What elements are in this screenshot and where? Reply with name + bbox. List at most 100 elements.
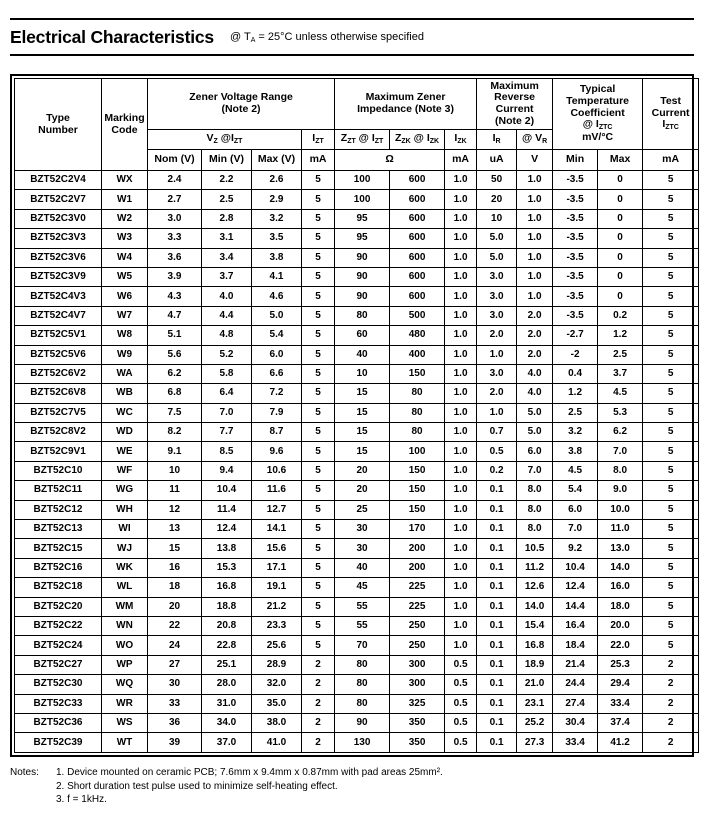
cell-zzt: 20 bbox=[334, 460, 391, 482]
cell-tc_min: 18.4 bbox=[552, 635, 599, 656]
cell-max_v: 11.6 bbox=[251, 480, 302, 501]
table-row: BZT52C13 WI 13 12.4 14.1 5 30 170 1.0 0.1 8.0 7.0 11… bbox=[14, 519, 700, 540]
cell-min_v: 2.5 bbox=[201, 189, 252, 210]
cell-min_v: 8.5 bbox=[201, 441, 252, 462]
cell-vr_v: 8.0 bbox=[516, 499, 554, 521]
cell-marking_code: WM bbox=[101, 596, 148, 617]
cell-ir_ua: 0.1 bbox=[476, 732, 518, 753]
cell-max_v: 15.6 bbox=[251, 538, 302, 559]
cell-ir_ua: 50 bbox=[476, 169, 518, 191]
cell-tc_min: -3.5 bbox=[552, 247, 599, 268]
cell-izt_ma: 5 bbox=[300, 538, 336, 559]
cell-iztc_ma: 5 bbox=[642, 305, 700, 327]
cell-marking_code: WR bbox=[101, 693, 148, 714]
cell-tc_max: 0 bbox=[597, 208, 644, 230]
cell-max_v: 3.5 bbox=[251, 228, 302, 249]
cell-izk_ma: 1.0 bbox=[444, 344, 478, 365]
cell-tc_min: 14.4 bbox=[552, 596, 599, 617]
cell-ir_ua: 0.1 bbox=[476, 480, 518, 501]
table-row: BZT52C2V7 W1 2.7 2.5 2.9 5 100 600 1.0 20 1.0 -3.5 0… bbox=[14, 189, 700, 210]
cell-type_number: BZT52C8V2 bbox=[14, 422, 102, 443]
cell-izt_ma: 2 bbox=[300, 732, 336, 753]
cell-min_v: 9.4 bbox=[201, 460, 252, 482]
cell-iztc_ma: 2 bbox=[642, 732, 700, 753]
cell-tc_max: 18.0 bbox=[597, 596, 644, 617]
cell-iztc_ma: 5 bbox=[642, 228, 700, 249]
cell-vr_v: 4.0 bbox=[516, 363, 554, 385]
cell-vr_v: 1.0 bbox=[516, 228, 554, 249]
cell-zzt: 90 bbox=[334, 286, 391, 307]
cell-min_v: 22.8 bbox=[201, 635, 252, 656]
cell-tc_max: 0 bbox=[597, 228, 644, 249]
cell-zzk: 80 bbox=[389, 383, 446, 404]
table-row: BZT52C39 WT 39 37.0 41.0 2 130 350 0.5 0.1 27.3 33.… bbox=[14, 732, 700, 753]
cell-min_v: 31.0 bbox=[201, 693, 252, 714]
cell-vr_v: 25.2 bbox=[516, 712, 554, 734]
col-header-max-zener-impedance: Maximum Zener Impedance (Note 3) bbox=[334, 78, 478, 130]
cell-vr_v: 11.2 bbox=[516, 557, 554, 579]
cell-ir_ua: 1.0 bbox=[476, 402, 518, 424]
cell-ir_ua: 20 bbox=[476, 189, 518, 210]
cell-zzk: 600 bbox=[389, 169, 446, 191]
cell-marking_code: W5 bbox=[101, 266, 148, 288]
cell-ir_ua: 1.0 bbox=[476, 344, 518, 365]
cell-nom_v: 33 bbox=[147, 693, 202, 714]
table-row: BZT52C6V2 WA 6.2 5.8 6.6 5 10 150 1.0 3.0 4.0 0.4 3.… bbox=[14, 363, 700, 385]
cell-type_number: BZT52C20 bbox=[14, 596, 102, 617]
cell-nom_v: 7.5 bbox=[147, 402, 202, 424]
note-item: 2. Short duration test pulse used to min… bbox=[56, 780, 338, 792]
cell-min_v: 7.0 bbox=[201, 402, 252, 424]
unit-tc-min: Min bbox=[552, 149, 599, 171]
cell-ir_ua: 3.0 bbox=[476, 363, 518, 385]
cell-zzk: 600 bbox=[389, 208, 446, 230]
cell-iztc_ma: 5 bbox=[642, 519, 700, 540]
cell-zzt: 100 bbox=[334, 169, 391, 191]
cell-type_number: BZT52C36 bbox=[14, 712, 102, 734]
cell-izk_ma: 1.0 bbox=[444, 228, 478, 249]
cell-tc_min: 12.4 bbox=[552, 577, 599, 598]
cell-tc_min: -2.7 bbox=[552, 325, 599, 346]
cell-tc_max: 1.2 bbox=[597, 325, 644, 346]
cell-min_v: 4.8 bbox=[201, 325, 252, 346]
cell-nom_v: 6.2 bbox=[147, 363, 202, 385]
cell-zzk: 600 bbox=[389, 266, 446, 288]
table-row: BZT52C16 WK 16 15.3 17.1 5 40 200 1.0 0.1 11.2 10.4… bbox=[14, 557, 700, 579]
cell-nom_v: 11 bbox=[147, 480, 202, 501]
table-row: BZT52C18 WL 18 16.8 19.1 5 45 225 1.0 0.1 12.6 12.4… bbox=[14, 577, 700, 598]
cell-min_v: 34.0 bbox=[201, 712, 252, 734]
cell-type_number: BZT52C16 bbox=[14, 557, 102, 579]
table-row: BZT52C3V9 W5 3.9 3.7 4.1 5 90 600 1.0 3.0 1.0 -3.5 0… bbox=[14, 266, 700, 288]
cell-zzt: 30 bbox=[334, 519, 391, 540]
col-header-marking-code: Marking Code bbox=[101, 78, 148, 171]
cell-iztc_ma: 5 bbox=[642, 325, 700, 346]
cell-izt_ma: 5 bbox=[300, 189, 336, 210]
cell-max_v: 10.6 bbox=[251, 460, 302, 482]
cell-marking_code: WG bbox=[101, 480, 148, 501]
cell-zzk: 500 bbox=[389, 305, 446, 327]
cell-tc_min: 9.2 bbox=[552, 538, 599, 559]
cell-zzk: 80 bbox=[389, 422, 446, 443]
col-header-at-vr: @ VR bbox=[516, 129, 554, 150]
cell-tc_min: 6.0 bbox=[552, 499, 599, 521]
cell-zzk: 350 bbox=[389, 712, 446, 734]
cell-izk_ma: 1.0 bbox=[444, 460, 478, 482]
cell-zzt: 70 bbox=[334, 635, 391, 656]
cell-tc_min: 3.8 bbox=[552, 441, 599, 462]
cell-tc_max: 2.5 bbox=[597, 344, 644, 365]
cell-min_v: 20.8 bbox=[201, 615, 252, 637]
cell-zzk: 600 bbox=[389, 228, 446, 249]
cell-type_number: BZT52C13 bbox=[14, 519, 102, 540]
cell-izk_ma: 1.0 bbox=[444, 208, 478, 230]
cell-izt_ma: 5 bbox=[300, 577, 336, 598]
cell-izt_ma: 5 bbox=[300, 422, 336, 443]
cell-nom_v: 18 bbox=[147, 577, 202, 598]
cell-tc_max: 3.7 bbox=[597, 363, 644, 385]
cell-zzk: 400 bbox=[389, 344, 446, 365]
cell-izt_ma: 5 bbox=[300, 480, 336, 501]
cell-vr_v: 2.0 bbox=[516, 344, 554, 365]
table-row: BZT52C3V6 W4 3.6 3.4 3.8 5 90 600 1.0 5.0 1.0 -3.5 0… bbox=[14, 247, 700, 268]
cell-zzt: 60 bbox=[334, 325, 391, 346]
cell-izk_ma: 1.0 bbox=[444, 615, 478, 637]
cell-zzt: 130 bbox=[334, 732, 391, 753]
cell-zzt: 15 bbox=[334, 441, 391, 462]
